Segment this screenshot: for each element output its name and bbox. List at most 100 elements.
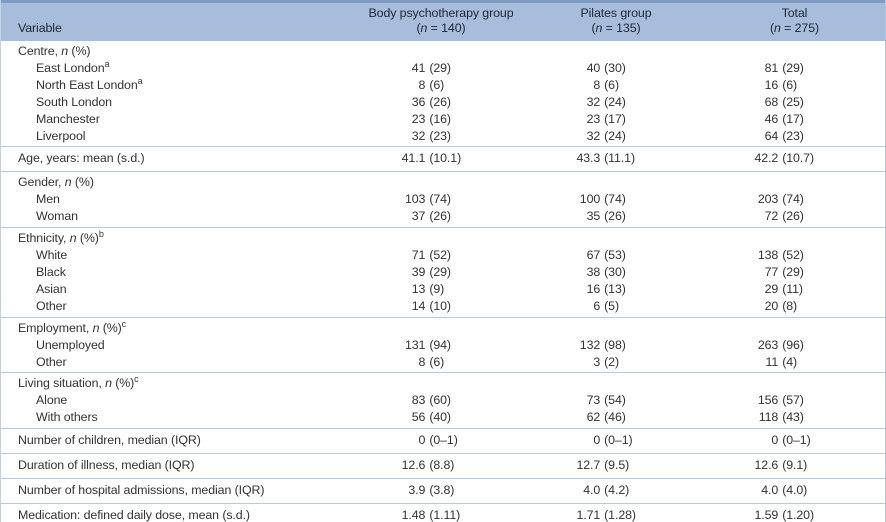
- value-cell: 72 (26): [764, 209, 804, 224]
- row-label: Gender, n (%): [18, 175, 94, 190]
- value-cell: 6 (5): [593, 298, 619, 313]
- table-body: Centre, n (%) East Londona 41 (29) 40 (30) 81(…: [1, 41, 885, 522]
- row-label: Other: [36, 298, 67, 313]
- value-cell: 36 (26): [411, 94, 451, 109]
- row-label: Age, years: mean (s.d.): [18, 151, 145, 166]
- table-row-group: Employment, n (%)c Unemployed 131 (94) 132 (9…: [1, 318, 885, 374]
- row-label: Ethnicity, n (%)b: [18, 229, 104, 246]
- table-row: Gender, n (%): [1, 174, 885, 191]
- value-cell: 1.59 (1.20): [754, 508, 814, 522]
- value-cell: 43.3 (11.1): [576, 151, 636, 166]
- table-row-group: Gender, n (%) Men 103 (74) 100 (74) 203 (74) Wom…: [1, 172, 885, 229]
- column-header-total: Total (n = 275): [704, 6, 885, 36]
- table-row: Black 39 (29) 38 (30) 77 (29): [1, 264, 885, 281]
- value-cell: 23 (17): [586, 111, 626, 126]
- row-label: Alone: [36, 393, 68, 408]
- table-row: Living situation, n (%)c: [1, 375, 885, 392]
- value-cell: 12.6 (8.8): [401, 458, 455, 473]
- table-row: Ethnicity, n (%)b: [1, 230, 885, 247]
- table-row-group-single: Number of hospital admissions, median (I…: [1, 479, 885, 505]
- value-cell: 77 (29): [764, 264, 804, 279]
- table-row: Liverpool 32 (23) 32 (24) 64 (23): [1, 128, 885, 145]
- table-header-row: Variable Body psychotherapy group (n = 1…: [1, 0, 885, 41]
- value-cell: 56 (40): [411, 410, 451, 425]
- column-header-label: Body psychotherapy group: [368, 6, 514, 20]
- value-cell: 14 (10): [411, 298, 451, 313]
- value-cell: 71 (52): [411, 248, 451, 263]
- column-header-pilates-group: Pilates group (n = 135): [528, 6, 704, 36]
- row-label: Medication: defined daily dose, mean (s.…: [18, 508, 250, 522]
- row-label: Living situation, n (%)c: [18, 374, 139, 391]
- value-cell: 203 (74): [757, 192, 804, 207]
- value-cell: 8 (6): [418, 77, 445, 92]
- value-cell: 4.0 (4.2): [583, 483, 630, 498]
- table-row: North East Londona 8 (6) 8 (6) 16 (6): [1, 76, 885, 94]
- column-header-label: Total: [781, 6, 808, 20]
- row-label: White: [36, 248, 68, 263]
- row-label: Black: [36, 264, 66, 279]
- table-row-group-single: Duration of illness, median (IQR) 12.6 (8.…: [1, 454, 885, 480]
- value-cell: 32 (24): [586, 94, 626, 109]
- table-row: With others 56 (40) 62 (46) 118 (43): [1, 409, 885, 426]
- value-cell: 81 (29): [764, 60, 804, 75]
- value-cell: 41.1 (10.1): [401, 151, 462, 166]
- value-cell: 8 (6): [418, 354, 445, 369]
- value-cell: 131 (94): [404, 337, 451, 352]
- row-label: Centre, n (%): [18, 44, 91, 58]
- value-cell: 68 (25): [764, 94, 804, 109]
- value-cell: 12.7 (9.5): [576, 458, 630, 473]
- column-header-label: Variable: [18, 21, 62, 35]
- value-cell: 156 (57): [757, 393, 804, 408]
- table-row: South London 36 (26) 32 (24) 68 (25): [1, 94, 885, 111]
- table-row: Medication: defined daily dose, mean (s.…: [1, 506, 885, 522]
- value-cell: 11 (4): [765, 354, 798, 369]
- value-cell: 8 (6): [593, 77, 619, 92]
- table-row-group-single: Number of children, median (IQR) 0 (0–1) 0(…: [1, 429, 885, 455]
- value-cell: 4.0 (4.0): [761, 483, 808, 498]
- value-cell: 1.48 (1.11): [401, 508, 461, 522]
- table-row: Unemployed 131 (94) 132 (98) 263 (96): [1, 337, 885, 354]
- value-cell: 3.9 (3.8): [408, 483, 455, 498]
- row-label: Unemployed: [36, 337, 105, 352]
- value-cell: 0 (0–1): [418, 433, 458, 448]
- table-row-group-single: Age, years: mean (s.d.) 41.1 (10.1) 43.3 (11…: [1, 147, 885, 173]
- table-row: Number of hospital admissions, median (I…: [1, 481, 885, 500]
- column-header-n: (n = 275): [769, 21, 820, 35]
- value-cell: 64 (23): [764, 128, 804, 143]
- row-label: Men: [36, 192, 60, 207]
- value-cell: 32 (24): [586, 128, 626, 143]
- row-label: Woman: [36, 209, 78, 224]
- table-row-group: Living situation, n (%)c Alone 83 (60) 73 (54…: [1, 373, 885, 430]
- table-row: Other 14 (10) 6 (5) 20 (8): [1, 298, 885, 315]
- column-header-variable: Variable: [1, 21, 354, 36]
- value-cell: 263 (96): [757, 337, 804, 352]
- table-row: Manchester 23 (16) 23 (17) 46 (17): [1, 111, 885, 128]
- value-cell: 100 (74): [579, 192, 626, 207]
- row-label: East Londona: [36, 58, 110, 75]
- value-cell: 12.6 (9.1): [754, 458, 808, 473]
- table-row: Centre, n (%): [1, 43, 885, 60]
- value-cell: 42.2 (10.7): [754, 151, 814, 166]
- row-label: Asian: [36, 281, 67, 296]
- value-cell: 32 (23): [411, 128, 451, 143]
- table-row: East Londona 41 (29) 40 (30) 81 (29): [1, 58, 885, 77]
- value-cell: 20 (8): [764, 298, 798, 313]
- column-header-body-psychotherapy-group: Body psychotherapy group (n = 140): [354, 6, 528, 36]
- value-cell: 23 (16): [411, 111, 451, 126]
- value-cell: 39 (29): [411, 264, 451, 279]
- value-cell: 37 (26): [411, 209, 451, 224]
- row-label: Employment, n (%)c: [18, 318, 127, 335]
- table-row-group-single: Medication: defined daily dose, mean (s.…: [1, 504, 885, 522]
- row-label: With others: [36, 410, 98, 425]
- value-cell: 1.71 (1.28): [576, 508, 636, 522]
- value-cell: 46 (17): [764, 111, 804, 126]
- table-row: Duration of illness, median (IQR) 12.6 (8.…: [1, 456, 885, 475]
- table-row: Alone 83 (60) 73 (54) 156 (57): [1, 392, 885, 409]
- row-label: Duration of illness, median (IQR): [18, 458, 195, 473]
- table-row: Number of children, median (IQR) 0 (0–1) 0(…: [1, 431, 885, 450]
- value-cell: 103 (74): [404, 192, 451, 207]
- column-header-label: Pilates group: [580, 6, 652, 20]
- value-cell: 16 (6): [764, 77, 798, 92]
- row-label: Other: [36, 354, 67, 369]
